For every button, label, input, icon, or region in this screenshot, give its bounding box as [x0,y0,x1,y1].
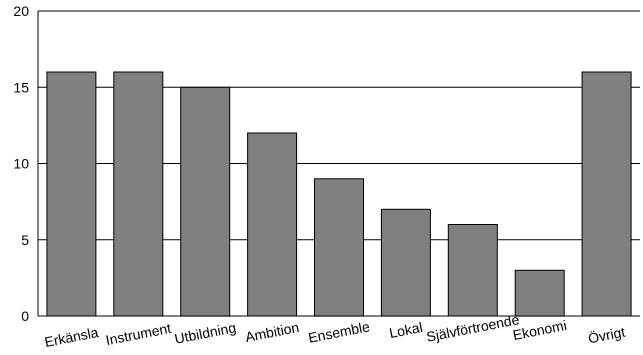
bars [46,71,632,317]
y-tick-label: 5 [21,232,29,248]
x-category-label: Ensemble [307,318,371,346]
y-tick-label: 0 [21,308,29,324]
bar-1 [113,71,164,317]
x-category-labels: Erkänsla Instrument Utbildning Ambition Ense… [43,311,626,350]
y-tick-label: 15 [13,79,29,95]
bar-8 [581,71,632,317]
axes [37,11,640,317]
bar-0 [46,71,97,317]
bar-2 [180,86,231,317]
y-tick-label: 20 [13,3,29,19]
bar-4 [314,178,364,317]
x-category-label: Ekonomi [511,317,568,343]
x-category-label: Övrigt [587,323,627,347]
x-category-label: Utbildning [173,319,237,347]
bar-6 [447,224,498,317]
bar-7 [514,269,565,317]
y-tick-labels: 0 5 10 15 20 [13,3,29,324]
y-tick-label: 10 [13,156,29,172]
bar-3 [247,132,298,317]
x-category-label: Ambition [244,319,301,345]
bar-5 [380,208,431,317]
x-category-label: Erkänsla [43,324,100,350]
x-category-label: Lokal [388,319,424,341]
x-category-label: Instrument [104,320,172,348]
